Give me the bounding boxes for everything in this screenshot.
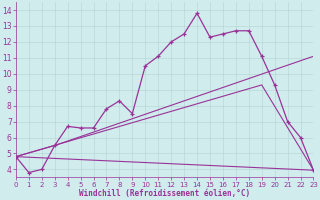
X-axis label: Windchill (Refroidissement éolien,°C): Windchill (Refroidissement éolien,°C) xyxy=(79,189,250,198)
